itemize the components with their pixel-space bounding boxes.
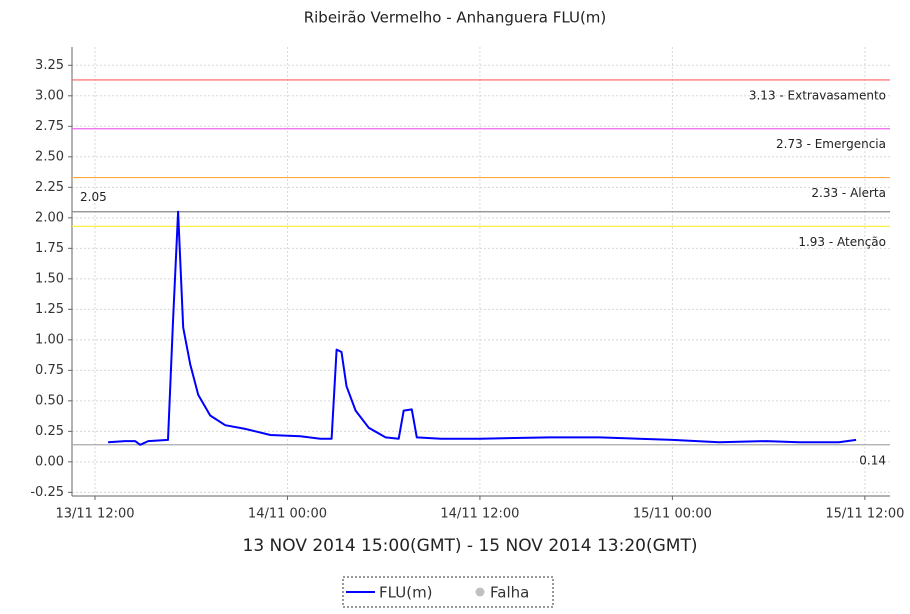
y-tick-label: 1.25 <box>35 302 64 317</box>
y-tick-label: 2.50 <box>35 149 64 164</box>
legend-label: Falha <box>490 584 529 602</box>
y-tick-label: 0.50 <box>35 393 64 408</box>
y-tick-label: 1.00 <box>35 332 64 347</box>
chart-title: Ribeirão Vermelho - Anhanguera FLU(m) <box>304 9 607 27</box>
x-tick-label: 15/11 12:00 <box>825 507 904 522</box>
reference-label: 1.93 - Atenção <box>798 235 886 249</box>
reference-label: 2.05 <box>80 190 107 204</box>
reference-label: 2.73 - Emergencia <box>776 137 886 151</box>
y-tick-label: 0.00 <box>35 454 64 469</box>
reference-label: 0.14 <box>859 453 886 467</box>
y-tick-label: 1.75 <box>35 241 64 256</box>
y-tick-label: 1.50 <box>35 271 64 286</box>
y-tick-label: -0.25 <box>30 485 64 500</box>
legend-box <box>342 576 554 608</box>
y-tick-label: 3.00 <box>35 88 64 103</box>
x-axis-label: 13 NOV 2014 15:00(GMT) - 15 NOV 2014 13:… <box>243 536 698 556</box>
data-line <box>108 210 857 446</box>
y-tick-label: 2.75 <box>35 119 64 134</box>
y-tick-label: 0.25 <box>35 424 64 439</box>
legend-swatch <box>475 587 485 597</box>
plot-area <box>72 47 890 496</box>
reference-label: 2.33 - Alerta <box>811 186 886 200</box>
legend-label: FLU(m) <box>379 584 433 602</box>
x-tick-label: 14/11 00:00 <box>248 507 327 522</box>
reference-label: 3.13 - Extravasamento <box>749 88 886 102</box>
y-tick-label: 2.00 <box>35 210 64 225</box>
y-tick-label: 2.25 <box>35 180 64 195</box>
x-tick-label: 15/11 00:00 <box>633 507 712 522</box>
x-tick-label: 13/11 12:00 <box>55 507 134 522</box>
y-tick-label: 3.25 <box>35 58 64 73</box>
y-tick-label: 0.75 <box>35 363 64 378</box>
x-tick-label: 14/11 12:00 <box>440 507 519 522</box>
